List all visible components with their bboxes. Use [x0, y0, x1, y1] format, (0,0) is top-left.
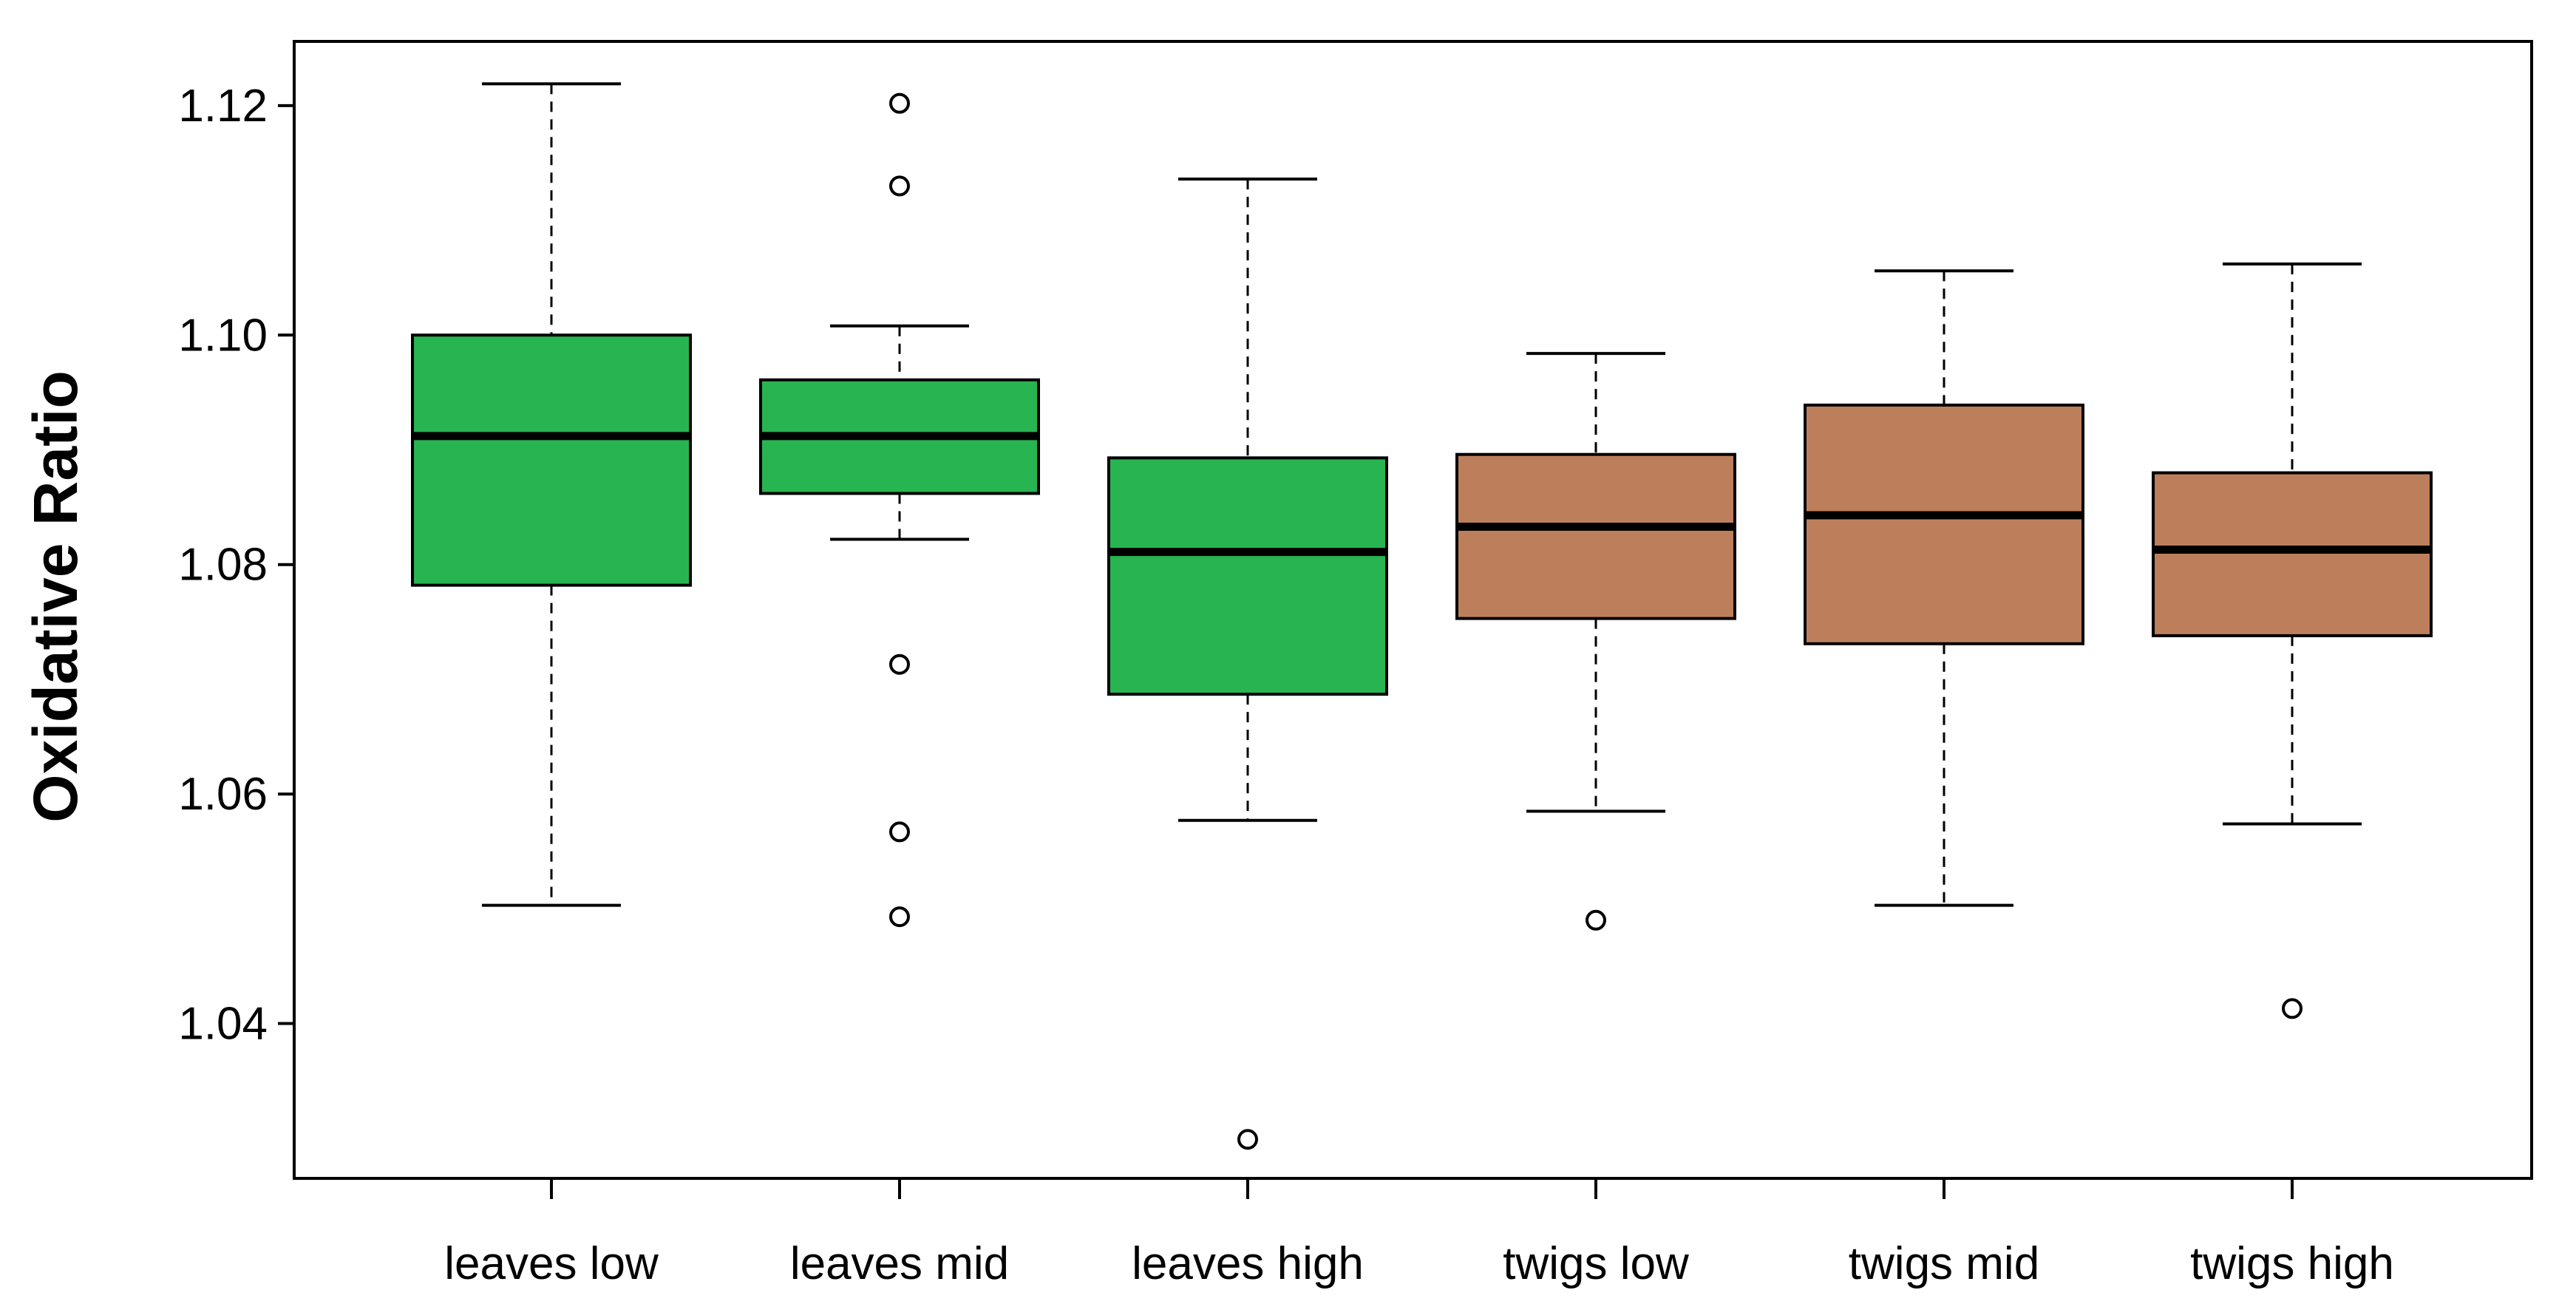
outlier-point — [2282, 998, 2303, 1019]
box-twigs-low — [1455, 352, 1736, 931]
y-tick-label: 1.06 — [178, 769, 268, 820]
box-twigs-high — [2152, 262, 2433, 1019]
outlier-point — [1237, 1129, 1258, 1150]
outlier-point — [889, 906, 910, 928]
outlier-point — [889, 821, 910, 843]
iqr-box — [411, 333, 692, 587]
y-axis: 1.04 1.06 1.08 1.10 1.12 — [178, 81, 294, 1049]
y-tick-label: 1.08 — [178, 540, 268, 591]
x-tick-label: twigs mid — [1849, 1238, 2039, 1289]
y-tick-label: 1.10 — [178, 310, 268, 361]
y-axis-label: Oxidative Ratio — [21, 370, 90, 823]
y-tick-label: 1.12 — [178, 81, 268, 132]
y-tick-label: 1.04 — [178, 998, 268, 1049]
box-twigs-mid — [1804, 269, 2084, 907]
box-leaves-low — [411, 82, 692, 907]
outlier-point — [1586, 909, 1606, 931]
outlier-point — [889, 92, 910, 114]
x-tick-label: twigs low — [1503, 1238, 1689, 1289]
box-leaves-high — [1107, 177, 1388, 1150]
iqr-box — [1804, 403, 2084, 645]
box-leaves-mid — [759, 92, 1040, 928]
box-series — [411, 82, 2433, 1150]
outlier-point — [889, 654, 910, 675]
outlier-point — [889, 175, 910, 197]
plot-frame — [293, 40, 2533, 1180]
x-tick-label: leaves high — [1132, 1238, 1364, 1289]
x-tick-label: twigs high — [2190, 1238, 2394, 1289]
x-axis: leaves low leaves mid leaves high twigs low… — [444, 1178, 2394, 1289]
iqr-box — [2152, 471, 2433, 637]
x-tick-label: leaves low — [444, 1238, 659, 1289]
x-tick-label: leaves mid — [790, 1238, 1009, 1289]
iqr-box — [1107, 456, 1388, 696]
iqr-box — [1455, 452, 1736, 620]
